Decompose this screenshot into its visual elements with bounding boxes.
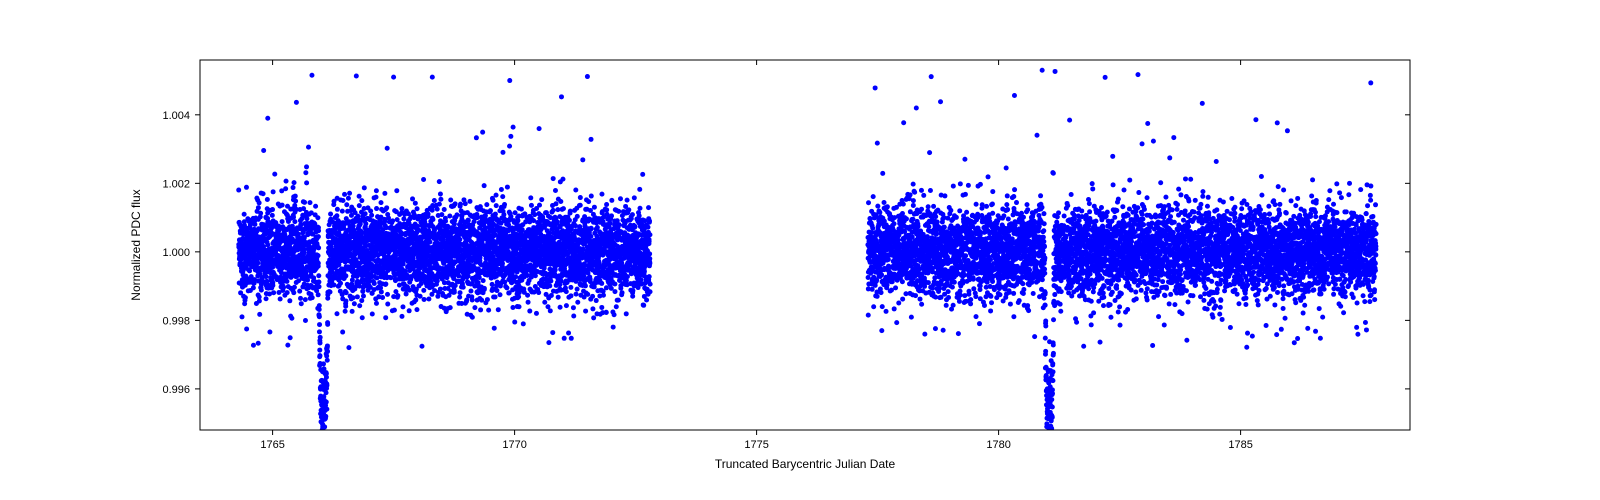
lightcurve-chart: 1765 1770 1775 1780 1785 0.996 0.998 1.000 1.002… xyxy=(0,0,1600,500)
y-tick-label: 1.000 xyxy=(162,247,190,259)
x-tick-label: 1780 xyxy=(986,439,1010,451)
chart-container: 1765 1770 1775 1780 1785 0.996 0.998 1.000 1.002… xyxy=(0,0,1600,500)
x-axis-label: Truncated Barycentric Julian Date xyxy=(715,457,896,471)
y-tick-label: 1.002 xyxy=(162,178,190,190)
y-tick-label: 1.004 xyxy=(162,110,190,122)
y-tick-label: 0.998 xyxy=(162,315,190,327)
x-tick-label: 1785 xyxy=(1228,439,1252,451)
x-tick-label: 1770 xyxy=(502,439,526,451)
x-tick-label: 1775 xyxy=(744,439,768,451)
y-tick-label: 0.996 xyxy=(162,384,190,396)
y-axis-label: Normalized PDC flux xyxy=(129,189,143,300)
x-tick-label: 1765 xyxy=(260,439,284,451)
